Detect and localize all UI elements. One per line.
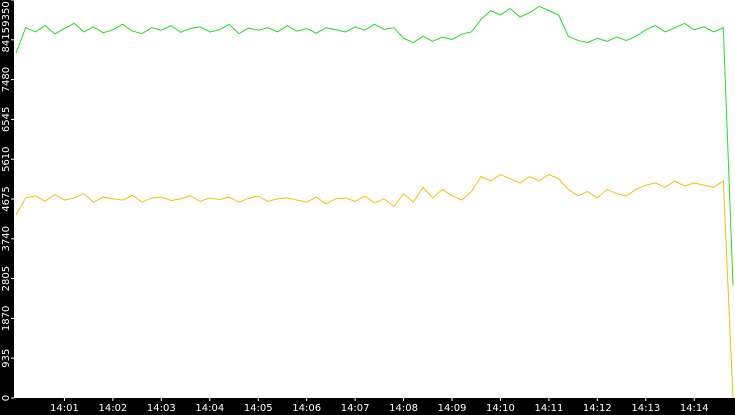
y-tick-label: 3740 bbox=[1, 226, 12, 251]
y-tick-label: 5610 bbox=[1, 146, 12, 171]
x-tick-label: 14:09 bbox=[438, 403, 467, 414]
x-tick-label: 14:13 bbox=[631, 403, 660, 414]
y-tick-label: 8415 bbox=[1, 27, 12, 52]
x-tick-label: 14:01 bbox=[50, 403, 79, 414]
x-tick-label: 14:02 bbox=[98, 403, 127, 414]
series-line bbox=[15, 5, 734, 286]
x-tick-label: 14:10 bbox=[486, 403, 515, 414]
x-tick-label: 14:08 bbox=[389, 403, 418, 414]
y-tick-label: 4675 bbox=[1, 186, 12, 211]
series-line bbox=[15, 173, 734, 399]
y-tick-label: 9350 bbox=[1, 1, 12, 26]
x-tick-label: 14:11 bbox=[534, 403, 563, 414]
x-tick-label: 14:07 bbox=[341, 403, 370, 414]
y-tick-label: 6545 bbox=[1, 107, 12, 132]
y-tick-label: 2805 bbox=[1, 266, 12, 291]
x-tick-label: 14:12 bbox=[583, 403, 612, 414]
y-tick-label: 7480 bbox=[1, 67, 12, 92]
x-tick-label: 14:06 bbox=[292, 403, 321, 414]
plot-area bbox=[14, 0, 735, 398]
x-tick-label: 14:05 bbox=[244, 403, 273, 414]
x-tick-label: 14:04 bbox=[195, 403, 224, 414]
x-tick-label: 14:14 bbox=[680, 403, 709, 414]
y-tick-label: 1870 bbox=[1, 306, 12, 331]
y-tick-label: 0 bbox=[1, 395, 12, 401]
x-tick-label: 14:03 bbox=[147, 403, 176, 414]
y-tick-label: 935 bbox=[1, 349, 12, 368]
